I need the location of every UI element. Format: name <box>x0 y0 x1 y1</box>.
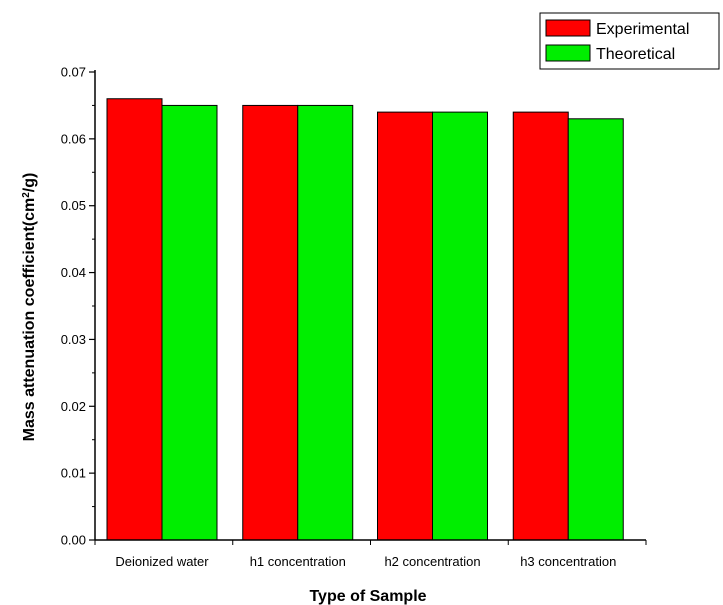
x-axis-title: Type of Sample <box>309 588 426 605</box>
y-tick-label: 0.03 <box>61 332 86 347</box>
bar-theoretical-4 <box>567 118 624 541</box>
axes: Deionized water h1 concentration h2 concen… <box>61 65 647 569</box>
y-tick-label: 0.00 <box>61 533 86 548</box>
bars <box>106 98 624 541</box>
y-tick-label: 0.02 <box>61 399 86 414</box>
bar-theoretical-3 <box>432 111 488 541</box>
legend-label-theoretical: Theoretical <box>596 46 675 63</box>
bar-theoretical-1 <box>161 104 218 541</box>
bar-experimental-1 <box>106 98 163 541</box>
bar-experimental-2 <box>242 104 299 541</box>
bar-theoretical-2 <box>297 104 354 541</box>
x-tick-label: h2 concentration <box>384 554 480 569</box>
bar-experimental-3 <box>377 111 433 541</box>
y-tick-label: 0.01 <box>61 466 86 481</box>
legend-swatch-experimental <box>545 19 591 37</box>
x-tick-label: Deionized water <box>115 554 209 569</box>
y-tick-label: 0.05 <box>61 198 86 213</box>
y-axis-title: Mass attenuation coefficient(cm2/g) <box>21 173 39 442</box>
y-tick-label: 0.06 <box>61 131 86 146</box>
legend-label-experimental: Experimental <box>596 21 689 38</box>
x-tick-label: h1 concentration <box>250 554 346 569</box>
y-tick-label: 0.07 <box>61 65 86 80</box>
bar-experimental-4 <box>512 111 569 541</box>
y-tick-label: 0.04 <box>61 265 86 280</box>
x-tick-label: h3 concentration <box>520 554 616 569</box>
legend: Experimental Theoretical <box>539 12 720 70</box>
legend-swatch-theoretical <box>545 44 591 62</box>
